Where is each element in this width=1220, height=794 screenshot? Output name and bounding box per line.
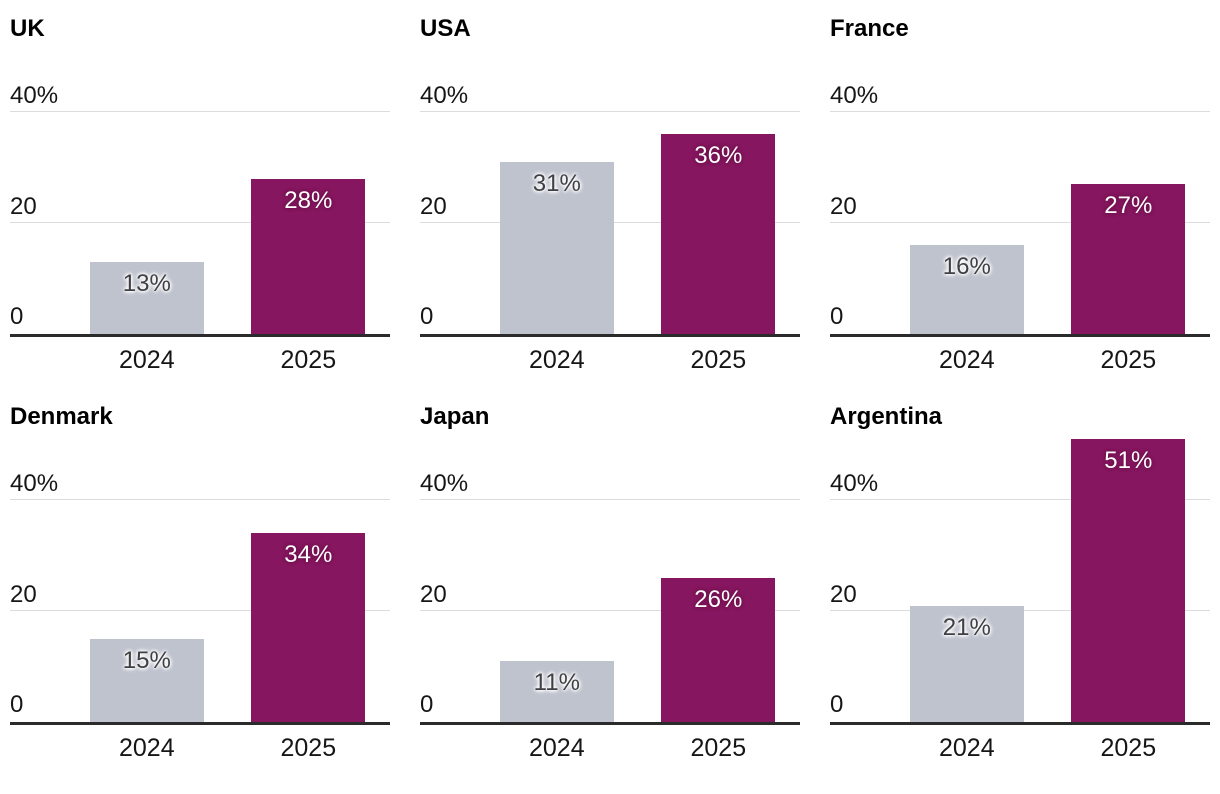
x-tick-2025: 2025: [1100, 734, 1157, 762]
x-tick-2025: 2025: [690, 734, 747, 762]
panel-japan: Japan 40% 20 0 11% 26% 2024 2025: [420, 398, 800, 765]
panel-usa: USA 40% 20 0 31% 36% 2024 2025: [420, 10, 800, 377]
x-axis-line: [10, 334, 390, 337]
x-tick-2025: 2025: [690, 346, 747, 374]
y-tick-40: 40%: [830, 82, 879, 109]
panel-title: Japan: [420, 403, 490, 430]
bar-2025: 27%: [1071, 184, 1186, 334]
x-axis-labels: 2024 2025: [420, 733, 800, 765]
bar-2025: 34%: [251, 533, 366, 722]
bar-value-label: 34%: [284, 541, 333, 569]
x-tick-2024: 2024: [938, 346, 995, 374]
y-tick-20: 20: [10, 193, 37, 220]
gridline-20: [830, 222, 1210, 223]
bar-value-label: 27%: [1104, 192, 1153, 220]
x-tick-2025: 2025: [280, 346, 337, 374]
plot-area: 40% 20 0 13% 28%: [10, 47, 390, 337]
x-axis-line: [420, 334, 800, 337]
gridline-20: [10, 610, 390, 611]
bar-value-label: 26%: [694, 585, 743, 613]
y-tick-40: 40%: [420, 82, 469, 109]
bar-2024: 16%: [909, 245, 1024, 334]
x-axis-labels: 2024 2025: [830, 345, 1210, 377]
y-tick-20: 20: [830, 193, 857, 220]
panel-title: Argentina: [830, 403, 943, 430]
bar-2024: 21%: [909, 605, 1024, 722]
x-axis-labels: 2024 2025: [10, 345, 390, 377]
gridline-20: [420, 610, 800, 611]
bar-2025: 26%: [661, 577, 776, 722]
x-tick-2025: 2025: [1100, 346, 1157, 374]
x-tick-2024: 2024: [118, 734, 175, 762]
y-tick-0: 0: [420, 303, 434, 330]
y-tick-0: 0: [10, 691, 24, 718]
bar-value-label: 36%: [694, 142, 743, 170]
gridline-20: [10, 222, 390, 223]
x-tick-2025: 2025: [280, 734, 337, 762]
panel-france: France 40% 20 0 16% 27% 2024 2025: [830, 10, 1210, 377]
bar-2025: 51%: [1071, 438, 1186, 722]
plot-area: 40% 20 0 11% 26%: [420, 435, 800, 725]
bar-value-label: 28%: [284, 186, 333, 214]
small-multiples-grid: UK 40% 20 0 13% 28% 2024 2025 USA 40% 20: [10, 10, 1210, 765]
plot-area: 40% 20 0 15% 34%: [10, 435, 390, 725]
bar-value-label: 11%: [533, 669, 580, 696]
gridline-40: [420, 111, 800, 112]
y-tick-40: 40%: [420, 470, 469, 497]
panel-uk: UK 40% 20 0 13% 28% 2024 2025: [10, 10, 390, 377]
x-axis-line: [830, 722, 1210, 725]
x-tick-2024: 2024: [118, 346, 175, 374]
x-axis-labels: 2024 2025: [10, 733, 390, 765]
plot-area: 40% 20 0 16% 27%: [830, 47, 1210, 337]
y-tick-20: 20: [830, 581, 857, 608]
bar-2024: 15%: [89, 638, 204, 722]
bar-2025: 36%: [661, 134, 776, 334]
gridline-40: [830, 111, 1210, 112]
y-tick-20: 20: [420, 193, 447, 220]
y-tick-40: 40%: [10, 82, 59, 109]
y-tick-0: 0: [420, 691, 434, 718]
bar-value-label: 13%: [122, 269, 171, 297]
x-axis-line: [830, 334, 1210, 337]
gridline-40: [10, 499, 390, 500]
x-axis-labels: 2024 2025: [830, 733, 1210, 765]
y-tick-20: 20: [420, 581, 447, 608]
bar-value-label: 51%: [1104, 446, 1153, 474]
bar-2024: 13%: [89, 261, 204, 334]
bar-value-label: 15%: [122, 646, 171, 674]
panel-argentina: Argentina 40% 20 0 21% 51% 2024 2025: [830, 398, 1210, 765]
gridline-40: [420, 499, 800, 500]
bar-value-label: 31%: [532, 170, 581, 197]
x-axis-labels: 2024 2025: [420, 345, 800, 377]
gridline-40: [830, 499, 1210, 500]
bar-2024: 11%: [499, 661, 614, 722]
panel-denmark: Denmark 40% 20 0 15% 34% 2024 2025: [10, 398, 390, 765]
x-axis-line: [10, 722, 390, 725]
plot-area: 40% 20 0 31% 36%: [420, 47, 800, 337]
panel-title: Denmark: [10, 403, 113, 430]
x-tick-2024: 2024: [938, 734, 995, 762]
panel-title: USA: [420, 15, 471, 42]
plot-area: 40% 20 0 21% 51%: [830, 435, 1210, 725]
bar-2025: 28%: [251, 178, 366, 334]
x-axis-line: [420, 722, 800, 725]
x-tick-2024: 2024: [528, 346, 585, 374]
panel-title: France: [830, 15, 909, 42]
bar-2024: 31%: [499, 162, 614, 334]
y-tick-40: 40%: [10, 470, 59, 497]
y-tick-0: 0: [830, 691, 844, 718]
gridline-40: [10, 111, 390, 112]
y-tick-20: 20: [10, 581, 37, 608]
y-tick-0: 0: [830, 303, 844, 330]
y-tick-40: 40%: [830, 470, 879, 497]
bar-value-label: 21%: [942, 613, 991, 641]
bar-value-label: 16%: [942, 253, 991, 281]
x-tick-2024: 2024: [528, 734, 585, 762]
y-tick-0: 0: [10, 303, 24, 330]
panel-title: UK: [10, 15, 45, 42]
